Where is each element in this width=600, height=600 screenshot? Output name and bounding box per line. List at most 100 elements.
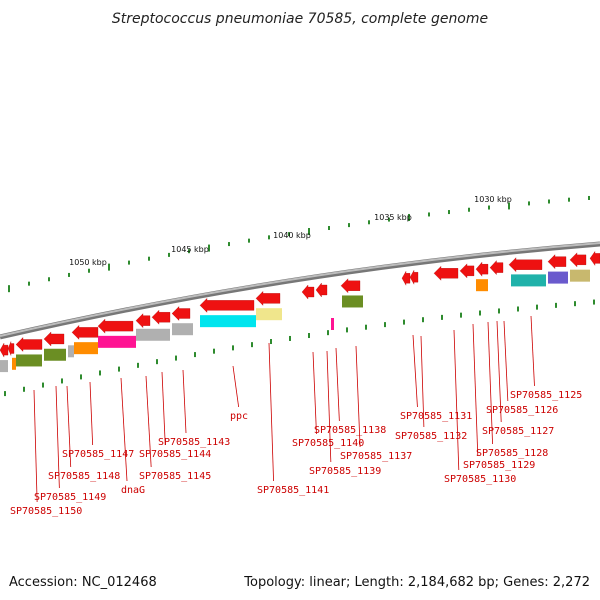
gene-arrow xyxy=(7,341,15,356)
leader-line xyxy=(55,385,60,489)
ruler-tick xyxy=(148,256,150,261)
ruler-tick xyxy=(488,205,490,210)
map-title: Streptococcus pneumoniae 70585, complete… xyxy=(112,11,488,27)
gene-features xyxy=(0,250,600,358)
ruler-tick xyxy=(536,304,538,310)
accession-text: Accession: NC_012468 xyxy=(9,575,157,590)
gene-arrow xyxy=(459,263,475,279)
ruler-tick xyxy=(548,199,550,204)
gene-label: SP70585_1149 xyxy=(34,492,106,503)
gene-label: SP70585_1127 xyxy=(482,426,554,437)
cog-bar xyxy=(548,271,568,284)
ruler-tick xyxy=(194,352,196,358)
ruler-tick xyxy=(99,370,101,376)
gene-label: SP70585_1128 xyxy=(476,448,548,459)
ruler-tick xyxy=(228,242,230,247)
ruler-tick xyxy=(108,263,110,271)
gene-label: SP70585_1130 xyxy=(444,474,516,485)
gene-arrow xyxy=(547,254,567,270)
cog-bar xyxy=(200,315,256,328)
gene-label: SP70585_1143 xyxy=(158,437,230,448)
ruler-tick xyxy=(327,330,329,336)
genome-stats-text: Topology: linear; Length: 2,184,682 bp; … xyxy=(243,575,590,590)
gene-label: SP70585_1139 xyxy=(309,466,381,477)
ruler-tick xyxy=(156,359,158,365)
leader-line xyxy=(420,335,425,428)
gene-arrow xyxy=(0,342,9,358)
ruler-tick xyxy=(42,382,44,388)
ruler-tick xyxy=(8,285,10,293)
ruler-tick xyxy=(175,355,177,361)
gene-label: SP70585_1147 xyxy=(62,449,134,460)
cog-bar xyxy=(74,342,98,355)
ruler-tick xyxy=(308,333,310,339)
gene-arrow xyxy=(569,252,587,268)
kbp-label: 1035 kbp xyxy=(374,213,412,222)
ruler-tick xyxy=(593,299,595,305)
reverse-ticks xyxy=(4,299,595,397)
ruler-tick xyxy=(80,374,82,380)
gene-label: SP70585_1131 xyxy=(400,411,472,422)
ruler-tick xyxy=(528,201,530,206)
ruler-tick xyxy=(468,207,470,212)
gene-arrow xyxy=(433,265,459,281)
ruler-tick xyxy=(251,342,253,348)
gene-arrow xyxy=(315,282,328,298)
ruler-tick xyxy=(441,314,443,320)
cog-bar xyxy=(44,348,66,361)
gene-label: SP70585_1138 xyxy=(314,425,386,436)
gene-label: SP70585_1150 xyxy=(10,506,82,517)
gene-arrow xyxy=(589,250,600,266)
gene-label: SP70585_1144 xyxy=(139,449,211,460)
cog-bar xyxy=(12,357,16,370)
gene-label: SP70585_1125 xyxy=(510,390,582,401)
kbp-label: 1040 kbp xyxy=(273,231,311,240)
gene-arrow xyxy=(401,270,411,286)
leader-line xyxy=(161,371,166,446)
gene-arrow xyxy=(255,290,281,306)
cog-bar xyxy=(342,295,363,308)
kbp-label: 1050 kbp xyxy=(69,258,107,267)
leader-line xyxy=(312,351,317,435)
ruler-tick xyxy=(168,252,170,257)
cog-category-bars xyxy=(0,269,590,373)
gene-label: SP70585_1148 xyxy=(48,471,120,482)
cog-bar xyxy=(256,308,282,321)
gene-arrow xyxy=(171,306,191,321)
gene-labels: SP70585_1150 SP70585_1149 SP70585_1148 SP70… xyxy=(10,390,582,517)
leader-line xyxy=(530,315,535,387)
gene-arrow xyxy=(97,318,134,334)
kbp-label: 1030 kbp xyxy=(474,195,512,204)
ruler-tick xyxy=(574,301,576,307)
ruler-tick xyxy=(365,324,367,330)
cog-bar xyxy=(16,354,42,367)
ruler-tick xyxy=(448,210,450,215)
leader-line xyxy=(268,342,274,482)
leader-line xyxy=(326,350,332,463)
gene-arrow xyxy=(508,257,543,273)
cog-bar xyxy=(476,279,488,292)
ruler-tick xyxy=(88,268,90,273)
ruler-tick xyxy=(61,378,63,384)
ruler-tick xyxy=(568,197,570,202)
ruler-tick xyxy=(368,220,370,225)
leader-line xyxy=(33,389,38,503)
gene-arrow xyxy=(199,297,255,313)
ruler-tick xyxy=(408,213,410,221)
cog-bar xyxy=(98,335,136,348)
ruler-tick xyxy=(308,228,310,236)
ruler-tick xyxy=(23,386,25,392)
leader-line xyxy=(335,347,340,422)
ruler-tick xyxy=(498,308,500,314)
cog-bar xyxy=(0,360,8,373)
leader-line xyxy=(355,345,361,448)
leader-line xyxy=(412,334,418,408)
cog-bar xyxy=(570,269,590,282)
gene-arrow xyxy=(340,278,361,294)
ruler-tick xyxy=(588,195,590,200)
ruler-tick xyxy=(213,348,215,354)
ruler-tick xyxy=(118,366,120,372)
ruler-tick xyxy=(508,202,510,210)
kbp-label: 1045 kbp xyxy=(171,245,209,254)
